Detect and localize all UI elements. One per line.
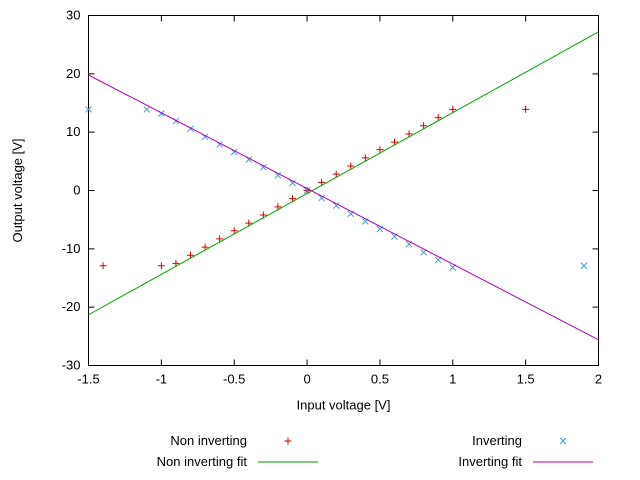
data-point [201,243,209,251]
data-point [143,106,151,113]
y-tick-label: -10 [62,241,81,256]
legend-label: Non inverting [170,433,247,448]
data-point [85,106,92,113]
data-point [289,195,296,203]
plot-border [88,15,599,366]
data-point [216,235,224,243]
data-point [361,154,369,162]
y-tick-label: 20 [66,66,80,81]
legend-item-non-inverting: Non inverting [170,433,292,448]
x-axis-label: Input voltage [V] [297,398,391,413]
data-point [318,178,326,186]
data-point [289,179,296,187]
data-point [522,105,530,113]
legend-item-inverting-fit: Inverting fit [458,454,593,469]
y-tick-label: -20 [62,299,81,314]
legend-item-non-inverting-fit: Non inverting fit [157,454,318,469]
fit-line [88,31,599,316]
data-point [157,262,165,270]
fit-line [88,74,599,341]
data-point [376,146,384,154]
legend-item-inverting: Inverting [472,433,567,448]
data-point [580,262,588,270]
data-point [420,122,428,130]
y-tick-label: 30 [66,8,80,23]
data-point [347,162,355,170]
y-tick-label: -30 [62,358,81,373]
series-inverting [85,106,588,271]
legend-label: Inverting fit [458,454,522,469]
series-non-inverting-fit [88,31,599,316]
data-point [274,171,282,179]
x-tick-label: -0.5 [223,372,245,387]
x-tick-label: -1 [156,372,168,387]
x-tick-label: 0 [303,372,310,387]
data-point [99,262,107,270]
x-tick-label: 1.5 [517,372,535,387]
data-point [332,202,340,210]
y-axis-label: Output voltage [V] [10,138,25,242]
y-tick-label: 10 [66,124,80,139]
legend-label: Inverting [472,433,522,448]
data-point [405,130,413,138]
x-tick-label: -1.5 [77,372,99,387]
legend-marker [559,437,567,445]
data-point [434,114,442,122]
series-inverting-fit [88,74,599,341]
data-point [391,138,398,146]
legend-marker [284,437,292,445]
data-point [332,170,340,178]
x-tick-label: 1 [449,372,456,387]
series-non-inverting [99,105,530,270]
y-tick-label: 0 [73,183,80,198]
x-tick-label: 0.5 [371,372,389,387]
data-point [230,227,238,235]
data-point [318,194,325,202]
legend-label: Non inverting fit [157,454,248,469]
data-point [187,251,194,259]
data-point [449,105,457,113]
x-tick-label: 2 [595,372,602,387]
